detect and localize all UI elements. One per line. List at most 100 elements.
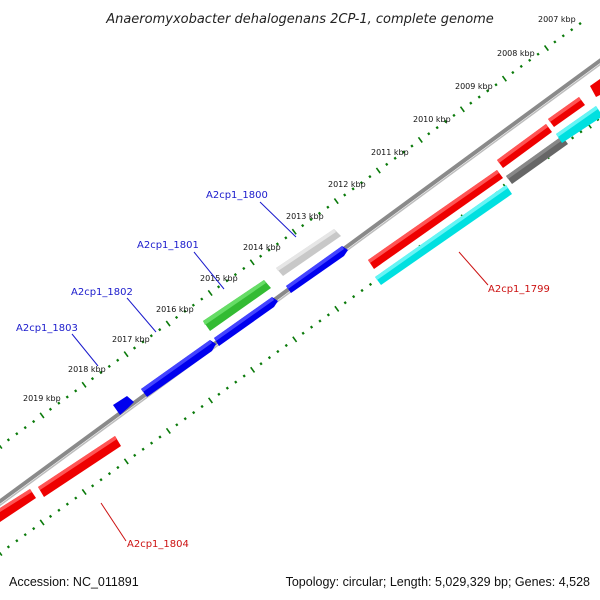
- ruler-minor-tick: [99, 370, 103, 375]
- gene-blue-arrow[interactable]: [141, 340, 216, 397]
- ruler-minor-tick: [225, 386, 229, 390]
- outer-ruler: [0, 21, 582, 450]
- inner-ruler: [0, 117, 600, 557]
- gene-red-block[interactable]: [38, 436, 121, 497]
- ruler-minor-tick: [183, 309, 187, 313]
- ruler-minor-tick: [368, 175, 372, 179]
- ruler-minor-tick: [48, 514, 53, 518]
- gene-red-block[interactable]: [368, 170, 503, 269]
- ruler-major-tick: [250, 366, 256, 373]
- ruler-minor-tick: [486, 89, 490, 93]
- ruler-minor-tick: [32, 419, 36, 424]
- label-leaders: [71, 201, 489, 542]
- kbp-label: 2010 kbp: [413, 115, 451, 124]
- diagram-title: Anaeromyxobacter dehalogenans 2CP-1, com…: [105, 12, 494, 27]
- ruler-minor-tick: [149, 441, 154, 445]
- gene-label-1804[interactable]: A2cp1_1804: [127, 539, 189, 550]
- ruler-minor-tick: [158, 435, 162, 439]
- ruler-minor-tick: [23, 426, 27, 430]
- gene-red-arrow-edge[interactable]: [590, 79, 600, 97]
- gene-blue-arrow[interactable]: [214, 297, 278, 346]
- gene-grey-block[interactable]: [276, 229, 341, 276]
- ruler-major-tick: [249, 259, 255, 266]
- ruler-minor-tick: [107, 472, 112, 476]
- ruler-minor-tick: [443, 119, 448, 124]
- gene-blue-arrow[interactable]: [286, 246, 348, 293]
- ruler-major-tick: [0, 444, 3, 450]
- gene-red-block[interactable]: [0, 489, 36, 522]
- ruler-major-tick: [39, 519, 45, 526]
- ruler-major-tick: [165, 320, 171, 327]
- kbp-label: 2008 kbp: [497, 49, 535, 58]
- ruler-minor-tick: [200, 297, 204, 301]
- kbp-label: 2016 kbp: [156, 305, 194, 314]
- ruler-major-tick: [334, 305, 340, 312]
- ruler-major-tick: [375, 167, 381, 174]
- gene-green-block[interactable]: [203, 280, 271, 331]
- ruler-minor-tick: [225, 279, 229, 283]
- gene-red-block[interactable]: [548, 97, 585, 127]
- kbp-labels: 2007 kbp 2008 kbp 2009 kbp 2010 kbp 2011…: [23, 15, 576, 403]
- ruler-minor-tick: [276, 349, 280, 354]
- ruler-minor-tick: [183, 417, 187, 421]
- ruler-major-tick: [81, 488, 87, 496]
- ruler-minor-tick: [116, 358, 120, 362]
- ruler-minor-tick: [368, 282, 373, 287]
- ruler-minor-tick: [192, 410, 196, 415]
- gene-label-1802[interactable]: A2cp1_1802: [71, 287, 133, 298]
- ruler-minor-tick: [452, 113, 456, 118]
- ruler-minor-tick: [191, 303, 195, 307]
- ruler-major-tick: [459, 106, 465, 113]
- ruler-minor-tick: [267, 356, 272, 360]
- gene-label-1801[interactable]: A2cp1_1801: [137, 240, 199, 251]
- ruler-minor-tick: [435, 126, 439, 130]
- ruler-minor-tick: [561, 34, 565, 38]
- ruler-minor-tick: [317, 211, 322, 215]
- ruler-minor-tick: [242, 374, 246, 378]
- ruler-minor-tick: [570, 28, 574, 32]
- kbp-label: 2011 kbp: [371, 148, 409, 157]
- ruler-major-tick: [207, 289, 213, 297]
- ruler-minor-tick: [301, 331, 305, 335]
- gene-red-block[interactable]: [497, 124, 552, 168]
- ruler-major-tick: [123, 351, 129, 358]
- ruler-minor-tick: [233, 272, 237, 277]
- ruler-minor-tick: [469, 101, 473, 105]
- ruler-minor-tick: [326, 205, 330, 209]
- ruler-minor-tick: [99, 478, 103, 482]
- ruler-minor-tick: [200, 404, 204, 409]
- ruler-minor-tick: [578, 21, 582, 26]
- ruler-major-tick: [291, 228, 297, 235]
- gene-label-1799[interactable]: A2cp1_1799: [488, 284, 550, 295]
- ruler-minor-tick: [141, 340, 145, 344]
- ruler-minor-tick: [175, 423, 179, 427]
- ruler-major-tick: [123, 458, 129, 465]
- gene-darkgrey-block[interactable]: [506, 136, 568, 184]
- ruler-minor-tick: [301, 223, 305, 228]
- ruler-minor-tick: [284, 343, 288, 348]
- ruler-minor-tick: [217, 392, 221, 396]
- ruler-minor-tick: [141, 447, 145, 451]
- ruler-minor-tick: [57, 508, 61, 512]
- ruler-minor-tick: [326, 313, 330, 317]
- ruler-major-tick: [292, 336, 298, 343]
- ruler-major-tick: [81, 381, 87, 388]
- ruler-minor-tick: [309, 325, 314, 329]
- genome-summary-text: Topology: circular; Length: 5,029,329 bp…: [286, 575, 590, 589]
- gene-cyan-block[interactable]: [556, 106, 600, 143]
- ruler-minor-tick: [158, 328, 162, 332]
- ruler-minor-tick: [385, 162, 389, 167]
- kbp-label: 2007 kbp: [538, 15, 576, 24]
- gene-label-1803[interactable]: A2cp1_1803: [16, 323, 78, 334]
- ruler-minor-tick: [90, 377, 95, 381]
- gene-cyan-block[interactable]: [375, 185, 512, 285]
- gene-blue-arrow-small[interactable]: [113, 396, 134, 415]
- ruler-minor-tick: [519, 64, 523, 69]
- ruler-minor-tick: [259, 362, 263, 366]
- ruler-minor-tick: [23, 533, 27, 537]
- kbp-label: 2013 kbp: [286, 212, 324, 221]
- gene-label-1800[interactable]: A2cp1_1800: [206, 190, 268, 201]
- ruler-minor-tick: [275, 242, 280, 246]
- ruler-minor-tick: [74, 389, 78, 393]
- ruler-minor-tick: [536, 52, 540, 56]
